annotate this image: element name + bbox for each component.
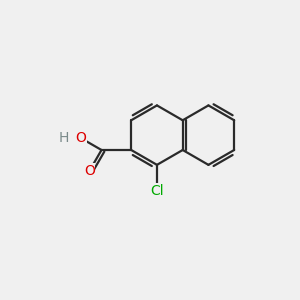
Text: Cl: Cl: [150, 184, 164, 198]
Text: H: H: [59, 131, 69, 145]
Text: O: O: [84, 164, 95, 178]
Text: O: O: [75, 131, 86, 145]
